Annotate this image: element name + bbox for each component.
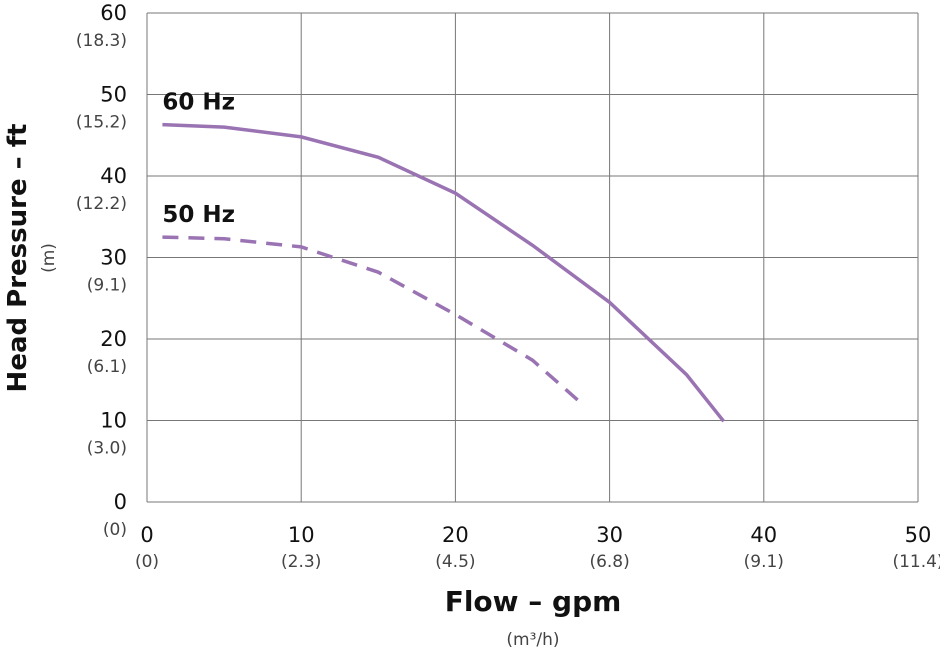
y-tick-label: 20 bbox=[100, 327, 127, 351]
x-tick-sublabel: (2.3) bbox=[281, 552, 321, 572]
x-tick-sublabel: (9.1) bbox=[744, 552, 784, 572]
y-tick-sublabel: (0) bbox=[103, 520, 127, 540]
y-tick-sublabel: (9.1) bbox=[87, 276, 127, 296]
y-tick-label: 40 bbox=[100, 164, 127, 188]
y-tick-sublabel: (18.3) bbox=[76, 31, 127, 51]
y-axis-label: Head Pressure – ft bbox=[3, 124, 33, 393]
x-tick-label: 10 bbox=[288, 523, 315, 547]
x-axis-sublabel: (m³/h) bbox=[506, 630, 559, 650]
y-tick-label: 10 bbox=[100, 409, 127, 433]
series-label: 50 Hz bbox=[162, 202, 235, 228]
y-tick-sublabel: (3.0) bbox=[87, 439, 127, 459]
y-tick-label: 60 bbox=[100, 1, 127, 25]
series-line bbox=[162, 122, 726, 423]
x-tick-sublabel: (0) bbox=[135, 552, 159, 572]
y-axis-sublabel: (m) bbox=[39, 243, 59, 273]
x-tick-sublabel: (11.4) bbox=[892, 552, 940, 572]
y-tick-label: 0 bbox=[114, 490, 127, 514]
y-tick-sublabel: (15.2) bbox=[76, 113, 127, 133]
y-tick-sublabel: (6.1) bbox=[87, 357, 127, 377]
x-tick-label: 50 bbox=[905, 523, 932, 547]
x-tick-label: 0 bbox=[140, 523, 153, 547]
x-tick-sublabel: (6.8) bbox=[589, 552, 629, 572]
series-label: 60 Hz bbox=[162, 90, 235, 116]
x-tick-label: 30 bbox=[596, 523, 623, 547]
x-tick-label: 40 bbox=[750, 523, 777, 547]
y-tick-sublabel: (12.2) bbox=[76, 194, 127, 214]
x-axis-label: Flow – gpm bbox=[445, 585, 622, 618]
x-tick-sublabel: (4.5) bbox=[435, 552, 475, 572]
x-tick-label: 20 bbox=[442, 523, 469, 547]
series-line bbox=[162, 235, 585, 407]
y-tick-label: 30 bbox=[100, 246, 127, 270]
y-tick-label: 50 bbox=[100, 83, 127, 107]
